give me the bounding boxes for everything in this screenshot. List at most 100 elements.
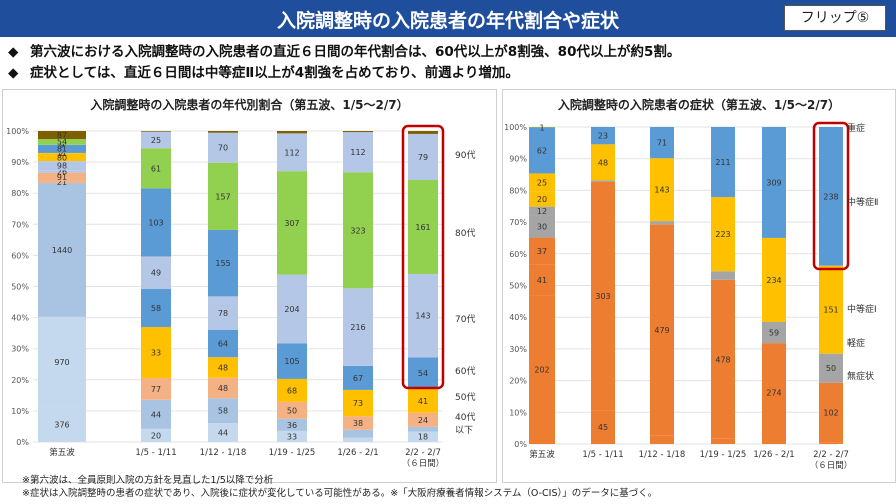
bar-value-label: 68 [287, 386, 297, 395]
x-tick-label: 1/19 - 1/25 [700, 450, 747, 460]
bar-segment [711, 271, 735, 280]
bar-value-label: 323 [350, 226, 365, 235]
left-bar-segment [38, 183, 86, 317]
bar-value-label: 112 [284, 148, 299, 157]
highlight-frame [401, 124, 445, 390]
left-bar-segment [38, 139, 86, 145]
left-bar-segment [38, 172, 86, 182]
bar-value-label: 25 [151, 136, 161, 145]
left-bar-label: 21 [57, 178, 67, 187]
bar-value-label: 48 [598, 158, 608, 167]
bar-segment [408, 357, 438, 389]
bar-value-label: 41 [418, 397, 428, 406]
bar-segment [591, 180, 615, 182]
bar-value-label: 105 [284, 357, 299, 366]
left-bar-label: 37 [537, 247, 547, 256]
bar-value-label: 38 [353, 419, 363, 428]
bar-segment [343, 429, 373, 438]
bar-value-label: 102 [823, 409, 838, 418]
bar-segment [208, 329, 238, 358]
bar-value-label: 70 [218, 144, 228, 153]
bar-segment [408, 131, 438, 134]
x-tick-label: 1/19 - 1/25 [269, 448, 316, 458]
bar-segment [141, 399, 171, 429]
bar-segment [208, 423, 238, 442]
left-bar-label: 12 [537, 207, 547, 216]
x-tick-label: 1/5 - 1/11 [582, 450, 623, 460]
legend-label: 50代 [455, 392, 475, 403]
bar-value-label: 303 [595, 292, 610, 301]
bar-segment [141, 327, 171, 378]
y-tick-label: 30% [509, 345, 527, 354]
bar-value-label: 151 [823, 306, 838, 315]
bar-segment [343, 131, 373, 133]
left-bar-label: 970 [54, 358, 69, 367]
y-tick-label: 100% [504, 123, 527, 132]
bar-segment [141, 288, 171, 328]
y-tick-label: 30% [11, 345, 29, 354]
left-bar-segment [38, 161, 86, 171]
bar-value-label: 112 [350, 148, 365, 157]
bar-segment [711, 438, 735, 444]
x-tick-label: 1/26 - 2/1 [753, 450, 794, 460]
bar-segment [277, 274, 307, 344]
left-bar-label: 202 [534, 366, 549, 375]
left-bar-segment [38, 316, 86, 408]
left-bar-label: 80 [57, 153, 67, 162]
legend-label: 70代 [455, 314, 475, 325]
left-bar-label: 1440 [52, 246, 72, 255]
left-bar-label: 91 [57, 173, 67, 182]
y-tick-label: 90% [11, 158, 29, 167]
bar-segment [208, 132, 238, 163]
left-bar-segment [529, 206, 555, 216]
left-bar-segment [38, 181, 86, 184]
bar-segment [277, 171, 307, 275]
legend-label: 中等症Ⅰ [847, 303, 877, 315]
legend-label: 90代 [455, 150, 475, 161]
bar-value-label: 49 [151, 269, 161, 278]
y-tick-label: 20% [11, 376, 29, 385]
left-bar-segment [529, 295, 555, 444]
bar-value-label: 103 [148, 218, 163, 227]
bar-segment [141, 131, 171, 149]
x-tick-note: （６日間） [402, 458, 445, 469]
y-tick-label: 100% [6, 127, 29, 136]
x-tick-label: 1/26 - 2/1 [337, 448, 378, 458]
bar-segment [819, 353, 843, 383]
bar-segment [408, 133, 438, 181]
left-bar-segment [529, 237, 555, 265]
bar-segment [141, 148, 171, 189]
bar-segment [277, 131, 307, 134]
bar-segment [762, 343, 786, 442]
left-bar-segment [38, 170, 86, 173]
x-tick-label: 1/12 - 1/18 [200, 448, 247, 458]
bar-segment [819, 382, 843, 443]
legend-label: 40代 [455, 412, 475, 423]
legend-label: 以下 [455, 426, 473, 436]
left-bar-label: 62 [537, 147, 547, 156]
bar-segment [591, 410, 615, 444]
bar-segment [277, 378, 307, 402]
bar-segment [141, 428, 171, 442]
y-tick-label: 70% [11, 220, 29, 229]
bar-segment [591, 144, 615, 181]
left-bar-segment [529, 264, 555, 296]
bar-segment [343, 389, 373, 417]
bar-value-label: 479 [654, 326, 669, 335]
y-tick-label: 50% [509, 282, 527, 291]
x-tick-label: 2/2 - 2/7 [813, 450, 849, 460]
left-bar-label: 9 [59, 141, 64, 150]
bar-segment [408, 426, 438, 432]
y-tick-label: 80% [11, 189, 29, 198]
bar-segment [277, 401, 307, 419]
symptom-chart-panel: 入院調整時の入院患者の症状（第五波、1/5～2/7） 0% 10% 20% 30% 40… [502, 89, 896, 483]
x-tick-label: 第五波 [529, 449, 555, 460]
bar-segment [819, 265, 843, 354]
bar-value-label: 309 [766, 178, 781, 187]
bar-segment [762, 237, 786, 322]
legend-label: 中等症Ⅱ [847, 196, 878, 208]
bar-segment [650, 224, 674, 436]
left-bar-segment [38, 131, 86, 140]
left-bar-segment [529, 127, 555, 174]
y-tick-label: 50% [11, 283, 29, 292]
